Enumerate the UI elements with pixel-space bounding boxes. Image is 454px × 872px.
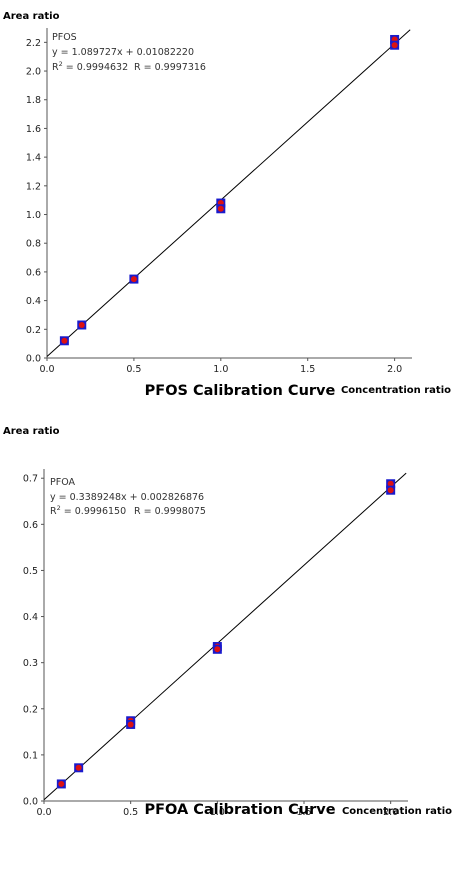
pfoa-point-dot <box>58 780 65 787</box>
pfoa-x-tick-label: 0.5 <box>123 807 138 818</box>
pfos-x-tick-label: 0.5 <box>126 364 141 375</box>
pfos-r2-label: R <box>52 62 59 73</box>
pfos-y-tick-label: 0.0 <box>26 354 41 365</box>
pfoa-data-point <box>56 779 66 789</box>
pfos-y-tick-label: 0.8 <box>26 239 41 250</box>
pfos-x-tick-label: 0.0 <box>39 364 54 375</box>
pfoa-y-tick-label: 0.5 <box>23 566 38 577</box>
pfoa-x-tick-label: 1.5 <box>296 807 311 818</box>
pfos-point-dot <box>130 276 137 283</box>
pfos-x-tick-label: 2.0 <box>387 364 402 375</box>
pfos-equation: y = 1.089727x + 0.01082220 <box>52 47 194 58</box>
pfoa-x-axis-label: Concentration ratio <box>342 806 452 817</box>
pfoa-r2-label: R <box>50 506 57 517</box>
pfoa-y-tick-label: 0.3 <box>23 658 38 669</box>
pfos-x-axis-label: Concentration ratio <box>341 385 451 396</box>
pfos-y-tick-label: 1.6 <box>26 124 41 135</box>
pfos-fit-line <box>46 29 411 357</box>
pfoa-data-point <box>212 644 222 654</box>
pfoa-y-tick-label: 0.1 <box>23 750 38 761</box>
pfos-y-tick-label: 1.4 <box>26 153 41 164</box>
pfos-chart-title: PFOS Calibration Curve <box>144 383 336 399</box>
pfoa-y-tick-label: 0.2 <box>23 704 38 715</box>
pfoa-r: R = 0.9998075 <box>134 506 206 517</box>
pfoa-point-dot <box>127 721 134 728</box>
pfos-data-points <box>59 34 400 346</box>
pfoa-y-ticks: 0.0 0.1 0.2 0.3 0.4 0.5 0.6 0.7 <box>23 474 44 808</box>
pfos-x-tick-label: 1.5 <box>300 364 315 375</box>
pfoa-y-tick-label: 0.4 <box>23 612 38 623</box>
pfoa-x-tick-label: 1.0 <box>210 807 225 818</box>
pfoa-y-axis-label: Area ratio <box>3 426 60 437</box>
pfos-point-dot <box>61 337 68 344</box>
pfoa-point-dot <box>387 487 394 494</box>
pfos-y-axis-label: Area ratio <box>3 11 60 22</box>
pfos-data-point <box>59 336 69 346</box>
pfos-chart: Area ratio Concentration ratio 0.0 0.2 0.4… <box>3 11 451 396</box>
pfoa-data-point <box>386 479 396 489</box>
pfoa-r2: R2 = 0.9996150 <box>50 504 126 517</box>
pfos-y-tick-label: 2.0 <box>26 67 41 78</box>
pfoa-data-point <box>126 719 136 729</box>
pfos-point-dot <box>391 42 398 49</box>
pfoa-point-dot <box>387 480 394 487</box>
pfoa-axes: 0.0 0.1 0.2 0.3 0.4 0.5 0.6 0.7 0.0 0.5 1.0 1.5 2.0 <box>23 469 408 818</box>
pfoa-chart-title: PFOA Calibration Curve <box>144 802 336 818</box>
pfos-r2-value: = 0.9994632 <box>63 62 128 73</box>
pfoa-x-tick-label: 0.0 <box>36 807 51 818</box>
pfoa-y-tick-label: 0.7 <box>23 474 38 485</box>
pfos-r2-sup: 2 <box>59 60 63 68</box>
pfos-y-tick-label: 0.6 <box>26 267 41 278</box>
pfoa-fit-line <box>43 472 407 801</box>
pfos-point-dot <box>78 322 85 328</box>
pfos-x-tick-label: 1.0 <box>213 364 228 375</box>
pfoa-point-dot <box>214 646 221 653</box>
pfos-data-point <box>129 274 139 284</box>
pfos-data-point <box>390 40 400 50</box>
pfos-data-point <box>216 204 226 214</box>
pfos-axes: 0.0 0.2 0.4 0.6 0.8 1.0 1.2 1.4 1.6 1.8 2.0 2.2 0.0… <box>26 28 412 375</box>
pfoa-point-dot <box>75 764 82 771</box>
pfoa-chart: Area ratio Concentration ratio 0.0 0.1 0.2… <box>3 426 452 818</box>
pfos-y-tick-label: 1.8 <box>26 95 41 106</box>
pfos-r2: R2 = 0.9994632 <box>52 60 128 73</box>
pfoa-y-tick-label: 0.6 <box>23 520 38 531</box>
pfoa-data-points <box>56 479 396 789</box>
pfoa-annotation: PFOA y = 0.3389248x + 0.002826876 R2 = 0… <box>50 477 206 517</box>
pfos-compound-name: PFOS <box>52 32 77 43</box>
pfoa-x-ticks: 0.0 0.5 1.0 1.5 2.0 <box>36 801 398 818</box>
pfos-annotation: PFOS y = 1.089727x + 0.01082220 R2 = 0.9… <box>52 32 206 73</box>
pfoa-data-point <box>386 485 396 495</box>
pfos-y-tick-label: 2.2 <box>26 38 41 49</box>
pfoa-equation: y = 0.3389248x + 0.002826876 <box>50 492 204 503</box>
pfos-y-tick-label: 1.2 <box>26 181 41 192</box>
pfoa-x-tick-label: 2.0 <box>383 807 398 818</box>
pfos-y-tick-label: 1.0 <box>26 210 41 221</box>
pfos-y-tick-label: 0.4 <box>26 296 41 307</box>
pfoa-data-point <box>74 763 84 773</box>
pfos-r: R = 0.9997316 <box>134 62 206 73</box>
pfoa-r2-value: = 0.9996150 <box>61 506 126 517</box>
pfos-y-tick-label: 0.2 <box>26 325 41 336</box>
pfos-x-ticks: 0.0 0.5 1.0 1.5 2.0 <box>39 358 402 375</box>
pfoa-compound-name: PFOA <box>50 477 76 488</box>
pfos-point-dot <box>217 205 224 212</box>
pfoa-y-tick-label: 0.0 <box>23 797 38 808</box>
pfos-y-ticks: 0.0 0.2 0.4 0.6 0.8 1.0 1.2 1.4 1.6 1.8 2.0 2.2 <box>26 38 47 365</box>
pfoa-r2-sup: 2 <box>57 504 61 512</box>
pfos-data-point <box>77 320 87 330</box>
